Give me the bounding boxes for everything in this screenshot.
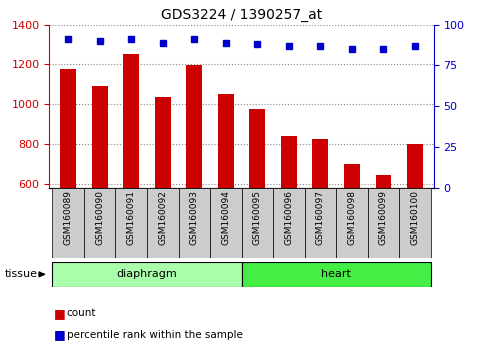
Bar <box>249 109 265 188</box>
Bar <box>147 188 178 258</box>
Text: GSM160096: GSM160096 <box>284 190 293 245</box>
Bar <box>368 188 399 258</box>
Text: GSM160094: GSM160094 <box>221 190 230 245</box>
Text: heart: heart <box>321 269 351 279</box>
Bar <box>273 188 305 258</box>
Text: GSM160098: GSM160098 <box>348 190 356 245</box>
Bar <box>186 65 202 188</box>
Bar <box>155 97 171 188</box>
Text: GSM160092: GSM160092 <box>158 190 167 245</box>
Text: GSM160089: GSM160089 <box>64 190 72 245</box>
Text: ■: ■ <box>54 328 66 341</box>
Text: GSM160090: GSM160090 <box>95 190 104 245</box>
Text: GSM160097: GSM160097 <box>316 190 325 245</box>
Bar <box>344 164 360 188</box>
Bar <box>115 188 147 258</box>
Bar <box>84 188 115 258</box>
Bar <box>178 188 210 258</box>
Bar <box>336 188 368 258</box>
Bar <box>123 53 139 188</box>
Text: count: count <box>67 308 96 318</box>
Bar <box>92 86 107 188</box>
Text: diaphragm: diaphragm <box>117 269 177 279</box>
Bar <box>242 188 273 258</box>
Bar <box>242 262 431 287</box>
Bar <box>407 144 423 188</box>
Bar <box>210 188 242 258</box>
Text: GSM160100: GSM160100 <box>411 190 420 245</box>
Text: GSM160093: GSM160093 <box>190 190 199 245</box>
Bar <box>399 188 431 258</box>
Text: ■: ■ <box>54 307 66 320</box>
Bar <box>52 262 242 287</box>
Bar <box>313 139 328 188</box>
Bar <box>281 136 297 188</box>
Bar <box>60 69 76 188</box>
Bar <box>305 188 336 258</box>
Bar <box>52 188 84 258</box>
Text: GSM160091: GSM160091 <box>127 190 136 245</box>
Text: GSM160095: GSM160095 <box>253 190 262 245</box>
Text: tissue: tissue <box>5 269 38 279</box>
Bar <box>218 94 234 188</box>
Title: GDS3224 / 1390257_at: GDS3224 / 1390257_at <box>161 8 322 22</box>
Bar <box>376 175 391 188</box>
Text: GSM160099: GSM160099 <box>379 190 388 245</box>
Text: percentile rank within the sample: percentile rank within the sample <box>67 330 243 339</box>
